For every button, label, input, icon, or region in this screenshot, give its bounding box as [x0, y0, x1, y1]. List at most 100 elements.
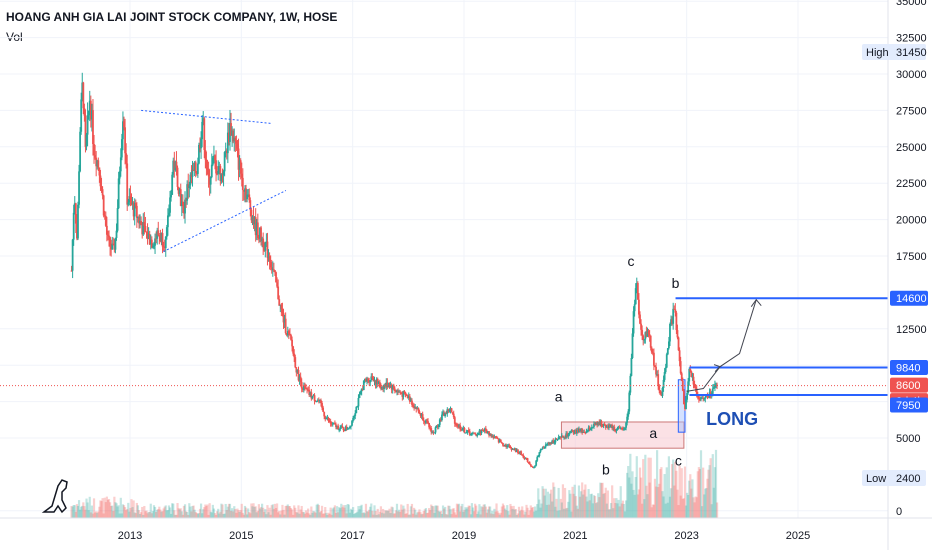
volume-bar	[498, 514, 501, 518]
candle-body	[304, 385, 306, 388]
candle-body	[355, 406, 358, 414]
volume-bar	[690, 488, 693, 518]
long-label: LONG	[706, 409, 758, 429]
volume-bar	[135, 502, 138, 518]
volume-bar	[551, 501, 554, 518]
candle-body	[701, 397, 703, 399]
candle-body	[441, 414, 443, 421]
volume-bar	[377, 514, 380, 518]
volume-bar	[126, 509, 129, 518]
candle-body	[608, 425, 610, 429]
volume-bar	[226, 506, 229, 518]
candle-body	[309, 392, 312, 395]
volume-bar	[237, 510, 240, 518]
candle-body	[477, 433, 480, 435]
candle-body	[624, 427, 626, 430]
volume-bar	[328, 513, 331, 518]
candlesticks	[70, 72, 718, 469]
volume-bar	[176, 503, 179, 518]
price-axis[interactable]: 0500075001000012500175002000022500250002…	[887, 0, 927, 550]
candle-body	[122, 121, 124, 140]
volume-bar	[403, 508, 406, 518]
volume-bar	[81, 505, 84, 518]
candle-body	[205, 159, 208, 169]
price-tick-label: 5000	[896, 433, 920, 445]
candle-body	[80, 99, 83, 132]
volume-bar	[107, 499, 111, 518]
volume-bar	[192, 505, 195, 518]
volume-bar	[175, 514, 178, 518]
volume-bar	[360, 504, 363, 518]
candle-body	[250, 209, 253, 221]
volume-bar	[324, 507, 327, 518]
volume-bar	[330, 514, 333, 518]
candle-body	[488, 431, 490, 436]
volume-bar	[338, 507, 341, 518]
volume-bar	[678, 465, 681, 518]
candle-body	[127, 202, 130, 205]
candle-body	[145, 231, 148, 233]
price-tick-label: 27500	[896, 105, 927, 117]
candle-body	[201, 121, 204, 140]
candle-body	[124, 127, 126, 154]
candle-body	[469, 434, 472, 436]
volume-bar	[418, 509, 421, 518]
volume-bar	[292, 514, 295, 518]
triangle-trend-line	[163, 190, 287, 253]
volume-bar	[611, 485, 614, 518]
volume-bar	[182, 505, 186, 518]
volume-bar	[673, 485, 676, 518]
candle-body	[245, 188, 247, 200]
price-tick-label: 30000	[896, 69, 927, 81]
volume-bar	[177, 508, 180, 518]
volume-bar	[442, 508, 446, 518]
candle-body	[594, 423, 596, 425]
volume-bar	[487, 506, 491, 518]
candle-body	[253, 217, 256, 225]
volume-bar	[82, 502, 85, 518]
candle-body	[219, 166, 222, 182]
candle-body	[552, 440, 555, 443]
candle-body	[87, 110, 90, 116]
volume-bar	[523, 514, 526, 518]
candle-body	[540, 449, 543, 451]
volume-bar	[222, 514, 225, 518]
volume-bar	[389, 513, 392, 518]
candle-body	[450, 408, 453, 413]
candle-body	[529, 464, 532, 466]
candle-body	[140, 221, 143, 226]
candle-body	[435, 425, 438, 428]
candle-body	[472, 432, 474, 434]
volume-bar	[236, 508, 239, 518]
tradingview-logo[interactable]	[41, 479, 68, 514]
volume-bar	[617, 499, 620, 518]
volume-bar	[387, 510, 390, 518]
volume-bar	[652, 504, 656, 518]
volume-bar	[133, 512, 136, 518]
candle-body	[426, 420, 428, 422]
volume-bar	[385, 510, 388, 518]
candle-body	[579, 428, 581, 432]
volume-bar	[628, 477, 631, 518]
candle-body	[451, 412, 454, 414]
volume-bar	[246, 514, 249, 518]
candle-body	[589, 429, 592, 431]
volume-bar	[688, 480, 691, 518]
candle-body	[593, 423, 595, 427]
candle-body	[351, 420, 353, 426]
candle-body	[321, 403, 323, 408]
volume-bar	[476, 513, 479, 518]
candle-body	[627, 411, 630, 417]
volume-bar	[411, 513, 415, 518]
candle-body	[484, 428, 487, 431]
candle-body	[200, 139, 202, 149]
candle-body	[126, 163, 129, 205]
time-axis[interactable]: 2013 2015 2017 2019 2021 2023 2025	[0, 517, 932, 542]
candle-body	[646, 330, 649, 337]
candle-body	[170, 194, 173, 198]
volume-bar	[472, 511, 476, 518]
candle-body	[346, 428, 349, 430]
volume-bar	[402, 505, 405, 518]
candle-body	[391, 385, 394, 390]
